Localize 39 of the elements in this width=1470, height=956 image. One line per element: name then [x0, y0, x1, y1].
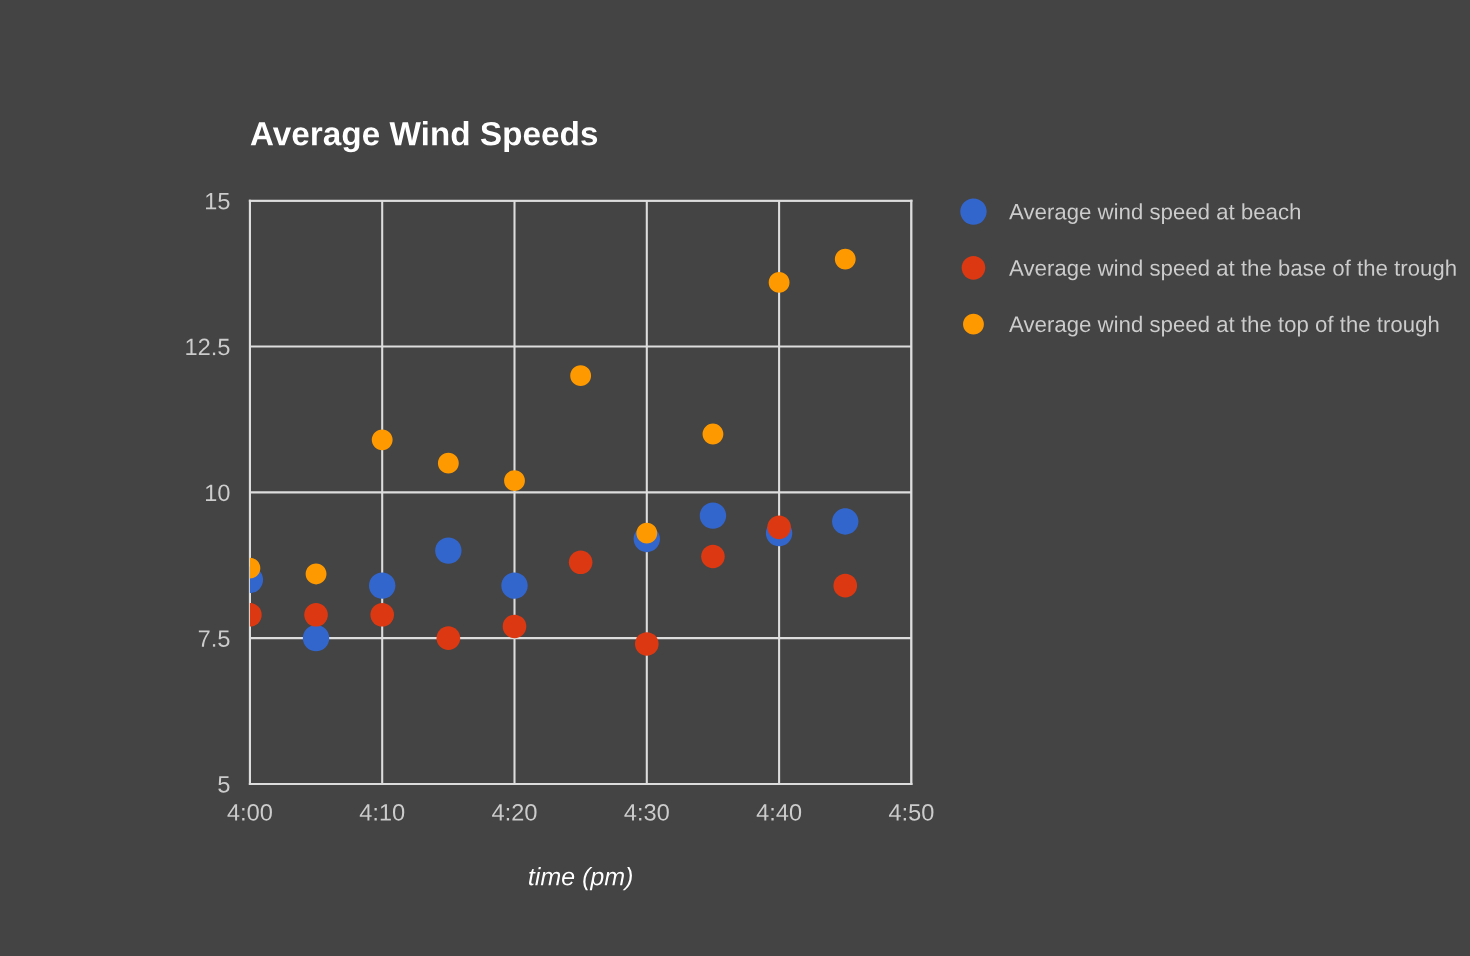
x-tick-label: 4:10 [359, 803, 405, 821]
point [701, 544, 725, 569]
legend-label: Average wind speed at the base of the trough [1009, 259, 1456, 281]
point [570, 365, 592, 387]
point [634, 632, 659, 656]
legend-label: Average wind speed at the top of the trough [1009, 315, 1439, 337]
point [834, 248, 856, 270]
point [305, 563, 327, 585]
y-tick-label: 12.5 [186, 338, 230, 356]
point [702, 423, 724, 445]
x-tick-label: 4:50 [888, 803, 934, 821]
point [767, 515, 791, 540]
point [504, 470, 525, 492]
x-axis-title: time (pm) [529, 867, 632, 891]
x-tick-label: 4:20 [492, 803, 537, 821]
y-tick-label: 5 [218, 776, 230, 793]
point [568, 550, 593, 575]
point [699, 502, 727, 529]
point [437, 452, 459, 474]
point [768, 271, 790, 293]
y-tick-label: 15 [206, 193, 230, 210]
point [304, 603, 328, 627]
point [832, 508, 859, 535]
point [435, 537, 462, 564]
point [370, 603, 395, 627]
chart-title: Average Wind Speeds [250, 121, 598, 153]
point [502, 614, 527, 639]
x-tick-label: 4:40 [756, 803, 802, 821]
y-tick-label: 7.5 [198, 630, 230, 647]
x-tick-label: 4:30 [624, 803, 669, 821]
x-tick-label: 4:00 [227, 803, 272, 821]
point [302, 624, 330, 652]
point [371, 429, 393, 451]
point [369, 572, 396, 599]
point [501, 572, 528, 599]
point [436, 626, 461, 650]
y-tick-label: 10 [206, 484, 230, 502]
legend-label: Average wind speed at beach [1009, 203, 1300, 224]
point [833, 573, 858, 598]
